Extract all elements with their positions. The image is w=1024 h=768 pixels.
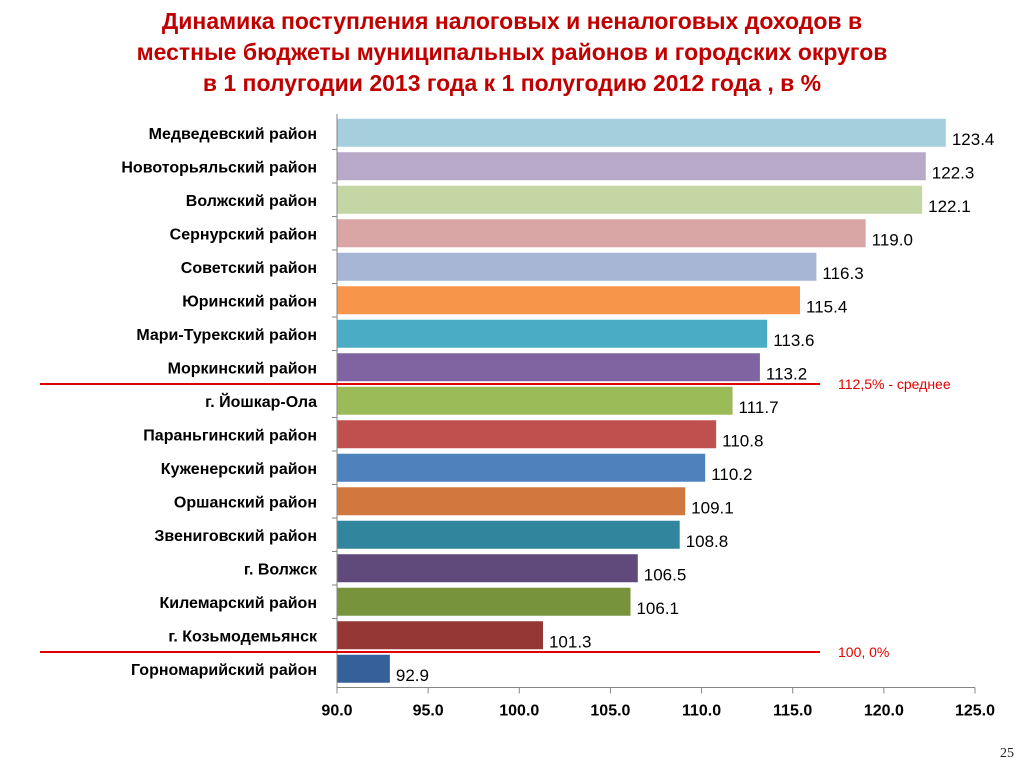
annotations-group: 112,5% - среднее 100, 0% <box>40 376 951 660</box>
bar <box>337 185 923 214</box>
bar <box>337 219 866 248</box>
bar <box>337 554 638 583</box>
value-label: 108.8 <box>686 532 729 551</box>
category-label: Горномарийский район <box>131 662 317 679</box>
bar <box>337 286 801 315</box>
value-label: 109.1 <box>691 498 734 517</box>
x-tick-label: 110.0 <box>682 703 721 720</box>
category-labels: Медведевский район Новоторьяльский район В… <box>121 126 318 679</box>
bar <box>337 587 631 616</box>
title-line-3: в 1 полугодии 2013 года к 1 полугодию 20… <box>202 70 822 96</box>
value-label: 106.5 <box>644 565 687 584</box>
x-tick-label: 125.0 <box>955 703 995 720</box>
category-label: Юринский район <box>182 293 317 310</box>
reference-label: 100, 0% <box>838 644 889 660</box>
category-label: Моркинский район <box>168 360 317 377</box>
category-label: Сернурский район <box>170 226 317 243</box>
bar <box>337 386 733 415</box>
category-label: г. Волжск <box>244 561 318 578</box>
bar <box>337 487 686 516</box>
category-label: Звениговский район <box>154 528 317 545</box>
bar <box>337 252 817 281</box>
category-label: Куженерский район <box>161 461 317 478</box>
bar <box>337 654 390 683</box>
value-label: 119.0 <box>872 230 913 249</box>
bar <box>337 353 760 382</box>
category-label: Мари-Турекский район <box>136 327 317 344</box>
bars-group <box>337 118 946 683</box>
category-label: Оршанский район <box>174 494 317 511</box>
value-label: 111.7 <box>739 398 779 417</box>
value-label: 115.4 <box>806 297 847 316</box>
value-label: 101.3 <box>549 632 592 651</box>
x-tick-label: 105.0 <box>590 703 630 720</box>
value-label: 116.3 <box>822 264 863 283</box>
chart-title: Динамика поступления налоговых и неналог… <box>0 6 1024 99</box>
x-tick-label: 95.0 <box>413 703 444 720</box>
bar <box>337 319 768 348</box>
x-tick-label: 120.0 <box>864 703 904 720</box>
reference-label: 112,5% - среднее <box>838 376 951 392</box>
x-tick-label: 100.0 <box>499 703 539 720</box>
bar <box>337 621 543 650</box>
bar <box>337 152 926 181</box>
page-number: 25 <box>1000 746 1014 761</box>
category-label: г. Козьмодемьянск <box>168 628 318 645</box>
title-line-1: Динамика поступления налоговых и неналог… <box>161 8 863 34</box>
category-label: Медведевский район <box>149 126 317 143</box>
value-label: 122.3 <box>932 163 975 182</box>
value-label: 113.2 <box>766 364 807 383</box>
bar <box>337 118 946 147</box>
category-label: Волжский район <box>186 193 317 210</box>
bar <box>337 453 706 482</box>
bar <box>337 520 680 549</box>
value-label: 113.6 <box>773 331 814 350</box>
value-label: 110.8 <box>722 431 763 450</box>
x-tick-label: 90.0 <box>321 703 352 720</box>
x-axis: 90.0 95.0 100.0 105.0 110.0 115.0 120.0 125.0 <box>321 114 995 720</box>
value-label: 110.2 <box>711 465 752 484</box>
category-label: Новоторьяльский район <box>121 159 317 176</box>
category-label: Параньгинский район <box>143 427 317 444</box>
value-label: 92.9 <box>396 666 429 685</box>
category-label: г. Йошкар-Ола <box>205 392 317 411</box>
category-label: Килемарский район <box>159 595 317 612</box>
value-label: 122.1 <box>928 197 971 216</box>
value-labels: 123.4 122.3 122.1 119.0 116.3 115.4 113.6 113.2… <box>396 130 995 685</box>
category-label: Советский район <box>181 260 317 277</box>
bar <box>337 420 717 449</box>
value-label: 106.1 <box>636 599 679 618</box>
title-line-2: местные бюджеты муниципальных районов и … <box>136 39 888 65</box>
x-tick-label: 115.0 <box>773 703 812 720</box>
value-label: 123.4 <box>952 130 995 149</box>
